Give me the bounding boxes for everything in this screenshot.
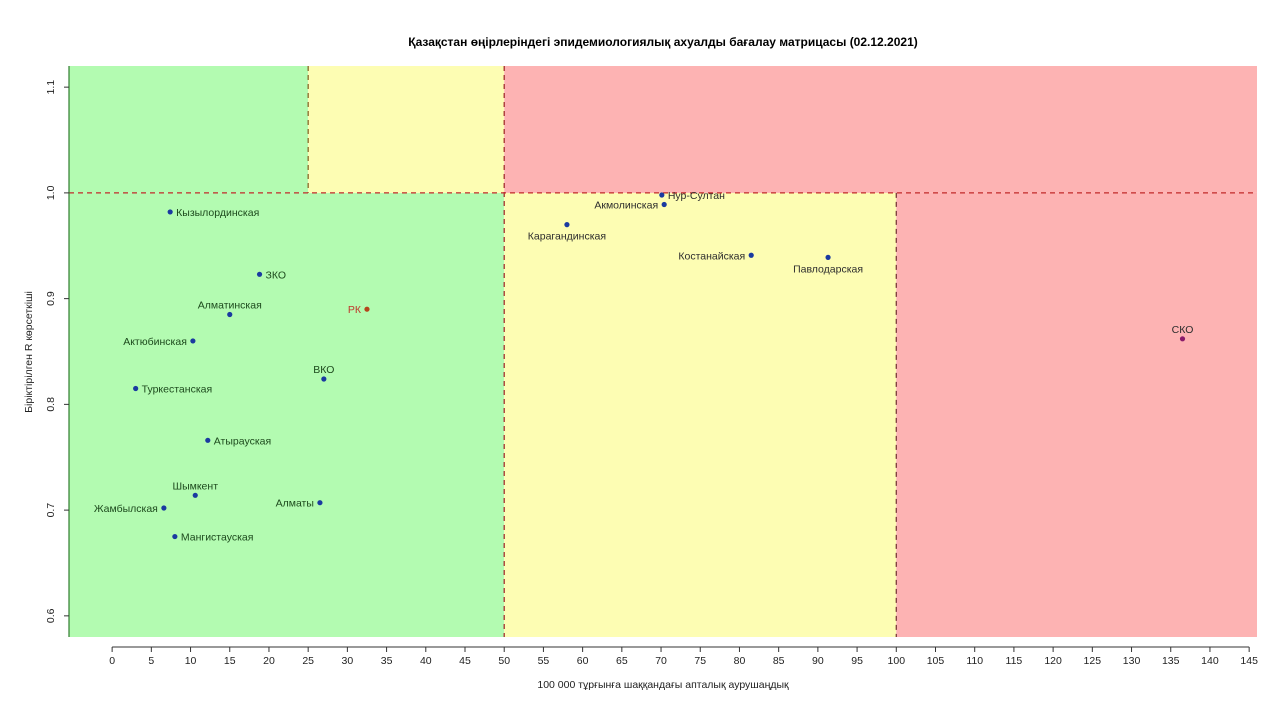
x-tick-label-115: 115 [1006, 655, 1023, 667]
x-tick-label-60: 60 [577, 655, 589, 667]
data-label-6: Туркестанская [142, 384, 213, 396]
y-tick-label-0.9: 0.9 [45, 291, 57, 306]
data-point-16 [825, 254, 831, 260]
x-tick-label-10: 10 [185, 655, 197, 667]
x-tick-label-20: 20 [263, 655, 275, 667]
data-label-8: Шымкент [172, 480, 218, 492]
x-tick-label-140: 140 [1201, 655, 1219, 667]
x-tick-label-95: 95 [851, 655, 863, 667]
data-point-5 [321, 376, 327, 382]
data-point-12 [659, 192, 665, 198]
data-label-11: Мангистауская [181, 532, 254, 544]
x-tick-label-120: 120 [1044, 655, 1062, 667]
data-label-5: ВКО [313, 364, 334, 376]
x-tick-label-130: 130 [1123, 655, 1141, 667]
zone-3 [504, 192, 897, 637]
x-tick-label-145: 145 [1240, 655, 1258, 667]
x-tick-label-85: 85 [773, 655, 785, 667]
data-label-7: Атырауская [214, 435, 271, 447]
x-tick-label-45: 45 [459, 655, 471, 667]
y-tick-label-1.1: 1.1 [45, 80, 57, 95]
x-tick-label-35: 35 [381, 655, 393, 667]
x-tick-label-110: 110 [966, 655, 983, 667]
x-tick-label-55: 55 [538, 655, 550, 667]
chart-title: Қазақстан өңірлеріндегі эпидемиологиялық… [408, 35, 918, 49]
data-point-6 [133, 385, 139, 392]
x-tick-label-50: 50 [498, 655, 510, 667]
zone-2 [308, 66, 505, 193]
x-tick-label-125: 125 [1084, 655, 1102, 667]
x-tick-label-100: 100 [888, 655, 906, 667]
data-label-4: Актюбинская [123, 336, 187, 348]
y-tick-label-0.6: 0.6 [45, 608, 57, 623]
data-label-3: РК [348, 304, 362, 316]
y-tick-label-1.0: 1.0 [45, 185, 57, 200]
x-tick-label-15: 15 [224, 655, 236, 667]
data-label-9: Алматы [276, 498, 314, 510]
data-label-10: Жамбылская [94, 503, 158, 515]
x-tick-label-70: 70 [655, 655, 667, 667]
data-point-10 [161, 505, 167, 511]
x-tick-label-30: 30 [342, 655, 354, 667]
data-label-14: Карагандинская [528, 231, 606, 243]
x-tick-label-5: 5 [148, 655, 154, 667]
data-label-1: ЗКО [266, 269, 287, 281]
zone-4 [504, 66, 1258, 193]
x-tick-label-75: 75 [694, 655, 706, 667]
x-tick-label-105: 105 [927, 655, 945, 667]
x-tick-label-90: 90 [812, 655, 824, 667]
x-axis-label: 100 000 тұрғынға шаққандағы апталық ауру… [537, 679, 789, 691]
x-tick-label-40: 40 [420, 655, 432, 667]
data-point-1 [256, 271, 263, 277]
y-tick-label-0.7: 0.7 [45, 503, 57, 518]
data-point-7 [205, 437, 211, 443]
data-point-8 [192, 492, 198, 498]
data-label-12: Нур-Султан [668, 190, 725, 202]
data-label-13: Акмолинская [594, 200, 658, 212]
x-tick-label-0: 0 [109, 655, 115, 667]
data-point-9 [317, 500, 323, 506]
data-label-2: Алматинская [198, 299, 262, 311]
data-point-13 [661, 201, 667, 208]
data-point-11 [172, 533, 178, 540]
data-point-3 [364, 306, 370, 312]
data-point-14 [564, 222, 570, 228]
data-label-0: Кызылординская [176, 207, 259, 219]
x-tick-label-65: 65 [616, 655, 628, 667]
zone-0 [69, 192, 505, 637]
data-point-4 [190, 338, 196, 344]
data-label-17: СКО [1172, 324, 1194, 336]
x-tick-label-135: 135 [1162, 655, 1180, 667]
x-tick-label-25: 25 [302, 655, 314, 667]
zone-5 [896, 192, 1257, 637]
data-label-16: Павлодарская [793, 263, 863, 275]
zone-1 [69, 66, 309, 193]
data-point-15 [748, 252, 754, 258]
x-tick-label-80: 80 [734, 655, 746, 667]
y-axis-label: Біріктірілген R көрсеткіші [23, 291, 35, 413]
y-tick-label-0.8: 0.8 [45, 397, 57, 412]
data-point-17 [1179, 336, 1186, 342]
data-point-0 [167, 209, 173, 215]
data-point-2 [227, 311, 233, 318]
data-label-15: Костанайская [678, 250, 745, 262]
